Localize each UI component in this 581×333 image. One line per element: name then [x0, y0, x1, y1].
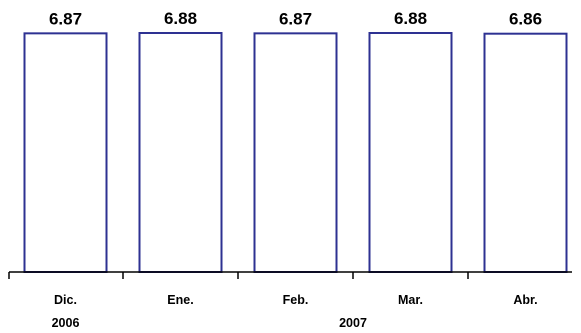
- value-label-3: 6.87: [279, 9, 312, 28]
- year-labels-group: 2006 2007: [52, 316, 367, 330]
- bar-3: [253, 32, 338, 274]
- bar-5: [483, 32, 568, 274]
- value-label-4: 6.88: [394, 9, 427, 28]
- category-labels-group: Dic. Ene. Feb. Mar. Abr.: [54, 293, 538, 307]
- value-label-5: 6.86: [509, 10, 542, 29]
- year-label-2007: 2007: [339, 316, 367, 330]
- bars-group: [23, 32, 568, 274]
- x-axis-ticks: [8, 272, 469, 279]
- category-label-3: Feb.: [283, 293, 309, 307]
- bar-2: [138, 32, 223, 273]
- category-label-5: Abr.: [513, 293, 537, 307]
- value-labels-group: 6.87 6.88 6.87 6.88 6.86: [49, 9, 542, 29]
- value-label-2: 6.88: [164, 9, 197, 28]
- bar-1: [23, 32, 108, 274]
- category-label-4: Mar.: [398, 293, 423, 307]
- year-label-2006: 2006: [52, 316, 80, 330]
- category-label-2: Ene.: [167, 293, 193, 307]
- bar-4: [368, 32, 453, 273]
- value-label-1: 6.87: [49, 9, 82, 28]
- category-label-1: Dic.: [54, 293, 77, 307]
